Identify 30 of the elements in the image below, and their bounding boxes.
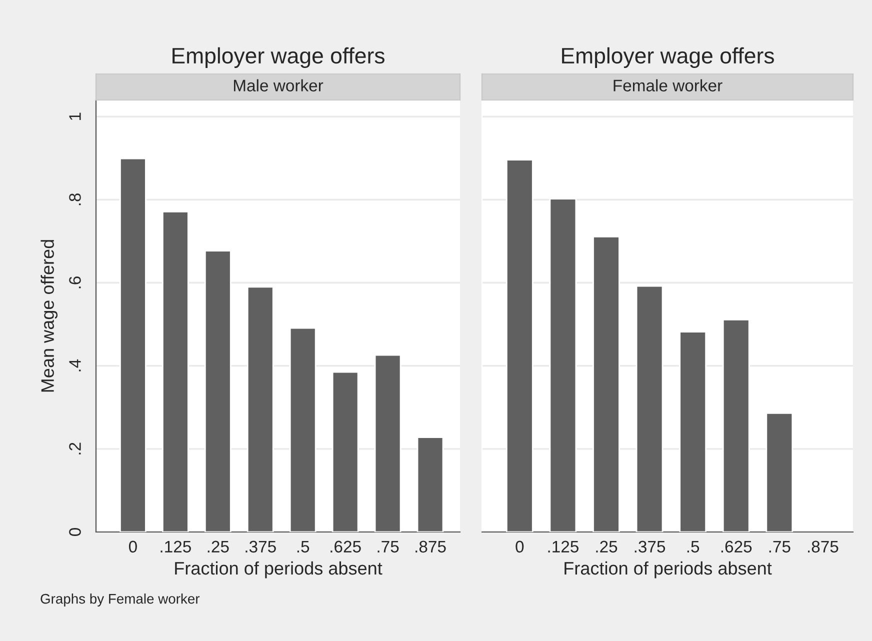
x-tick-label: .625 xyxy=(330,540,361,553)
chart-subtitle: Female worker xyxy=(614,79,722,92)
x-tick-label: .5 xyxy=(687,540,700,553)
y-tick-label: 0 xyxy=(69,528,81,536)
text: Graphs by Female worker xyxy=(40,594,200,606)
y-tick-label: .6 xyxy=(69,276,81,288)
x-axis-title: Fraction of periods absent xyxy=(564,561,772,578)
x-tick-label: .375 xyxy=(634,540,666,553)
x-tick-label: .25 xyxy=(596,540,618,553)
y-tick-label: .4 xyxy=(69,359,81,372)
y-tick-label: .2 xyxy=(69,442,81,454)
y-tick-label: .8 xyxy=(69,193,81,206)
x-tick-label: .75 xyxy=(378,540,399,553)
x-tick-label: .875 xyxy=(416,540,446,553)
x-tick-label: .375 xyxy=(246,540,276,553)
x-tick-label: .5 xyxy=(297,540,310,553)
x-tick-label: .75 xyxy=(769,540,790,553)
chart-title: Employer wage offers xyxy=(172,47,384,68)
chart-title: Employer wage offers xyxy=(562,47,774,68)
y-tick-label: 1 xyxy=(69,112,81,120)
x-tick-label: .875 xyxy=(808,540,838,553)
y-axis-title: Mean wage offered xyxy=(40,240,58,392)
x-tick-label: .125 xyxy=(548,540,578,553)
x-axis-title: Fraction of periods absent xyxy=(175,561,382,578)
chart-subtitle: Male worker xyxy=(234,79,324,92)
x-tick-label: .25 xyxy=(208,540,229,553)
x-tick-label: 0 xyxy=(128,540,137,553)
x-tick-label: .625 xyxy=(721,540,752,553)
x-tick-label: 0 xyxy=(516,540,524,553)
x-tick-label: .125 xyxy=(160,540,191,553)
